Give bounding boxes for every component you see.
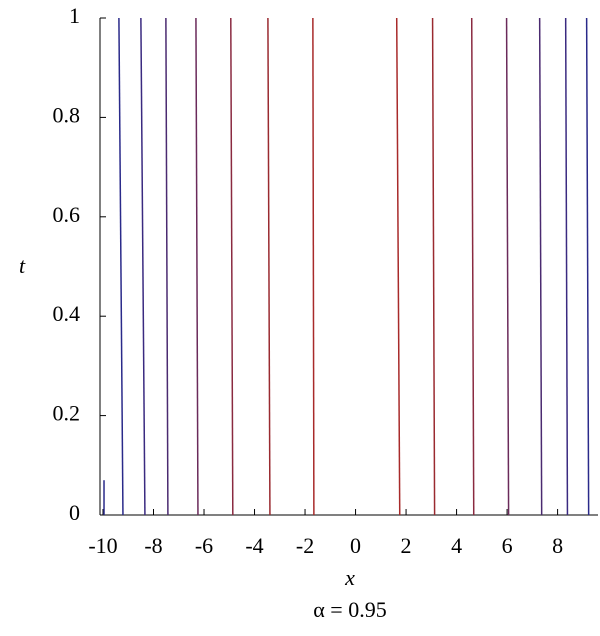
contour-line [195, 17, 199, 516]
contour-line [140, 17, 146, 516]
x-tick-label: -10 [88, 533, 117, 558]
x-tick-label: -2 [296, 533, 314, 558]
y-tick-label: 0.6 [53, 202, 81, 227]
y-tick-label: 0.4 [53, 301, 81, 326]
x-tick-label: 4 [451, 533, 462, 558]
y-tick-label: 0.2 [53, 401, 81, 426]
y-axis-label: t [19, 253, 26, 278]
x-tick-label: -8 [144, 533, 162, 558]
x-tick-label: 6 [502, 533, 513, 558]
x-tick-label: 0 [350, 533, 361, 558]
x-tick-label: -6 [195, 533, 213, 558]
x-tick-label: 2 [401, 533, 412, 558]
contour-line [165, 17, 169, 516]
x-tick-label: -4 [245, 533, 263, 558]
contour-line [505, 17, 510, 516]
contour-line [538, 17, 543, 516]
y-tick-label: 0.8 [53, 102, 81, 127]
contour-line [585, 17, 590, 516]
caption: α = 0.95 [313, 597, 386, 622]
contour-line [267, 17, 271, 516]
contour-line [431, 17, 436, 516]
y-tick-label: 1 [69, 3, 80, 28]
contour-line [230, 17, 234, 516]
x-tick-label: 8 [552, 533, 563, 558]
contour-line [564, 17, 569, 516]
y-tick-label: 0 [69, 500, 80, 525]
contour-line [312, 17, 315, 516]
x-axis-label: x [344, 565, 355, 590]
contour-line [395, 17, 401, 516]
contour-line [118, 17, 124, 516]
contour-line [470, 17, 475, 516]
